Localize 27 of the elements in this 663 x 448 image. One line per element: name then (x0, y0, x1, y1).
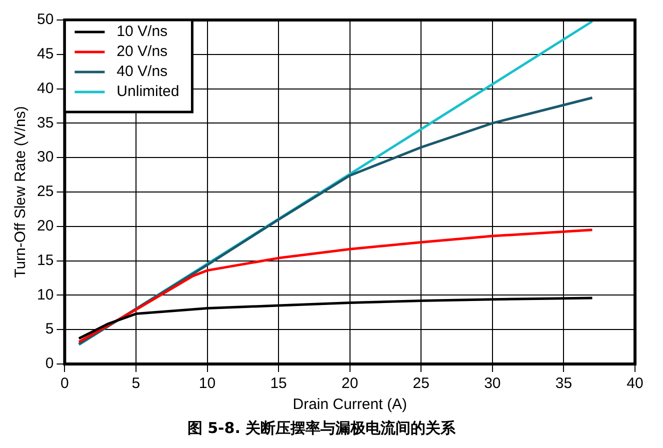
legend-label: Unlimited (116, 83, 180, 100)
x-tick-label: 10 (198, 375, 216, 392)
x-tick-label: 30 (484, 375, 501, 392)
y-tick-label: 40 (36, 80, 54, 97)
legend-label: 20 V/ns (116, 43, 168, 60)
y-tick-label: 15 (36, 252, 54, 269)
x-tick-label: 40 (626, 375, 644, 392)
x-tick-label: 5 (132, 375, 140, 392)
x-tick-label: 15 (270, 375, 287, 392)
y-tick-label: 10 (36, 286, 54, 304)
y-tick-label: 35 (36, 114, 54, 132)
y-axis-title: Turn-Off Slew Rate (V/ns) (12, 106, 30, 278)
y-tick-label: 20 (36, 218, 54, 235)
y-tick-label: 50 (36, 11, 54, 28)
x-axis-title: Drain Current (A) (292, 396, 407, 414)
text: 图 5-8. 关断压摆率与漏极电流间的关系 (187, 418, 457, 437)
x-tick-label: 0 (60, 375, 69, 392)
y-tick-label: 30 (36, 148, 54, 166)
y-tick-label: 0 (45, 355, 54, 372)
x-tick-label: 35 (555, 375, 572, 392)
legend-label: 10 V/ns (116, 23, 168, 40)
y-tick-label: 5 (45, 320, 54, 338)
y-tick-label: 45 (36, 46, 54, 63)
x-tick-label: 25 (412, 375, 430, 392)
y-tick-label: 25 (36, 183, 54, 200)
legend-label: 40 V/ns (116, 63, 168, 80)
x-tick-label: 20 (342, 375, 358, 392)
